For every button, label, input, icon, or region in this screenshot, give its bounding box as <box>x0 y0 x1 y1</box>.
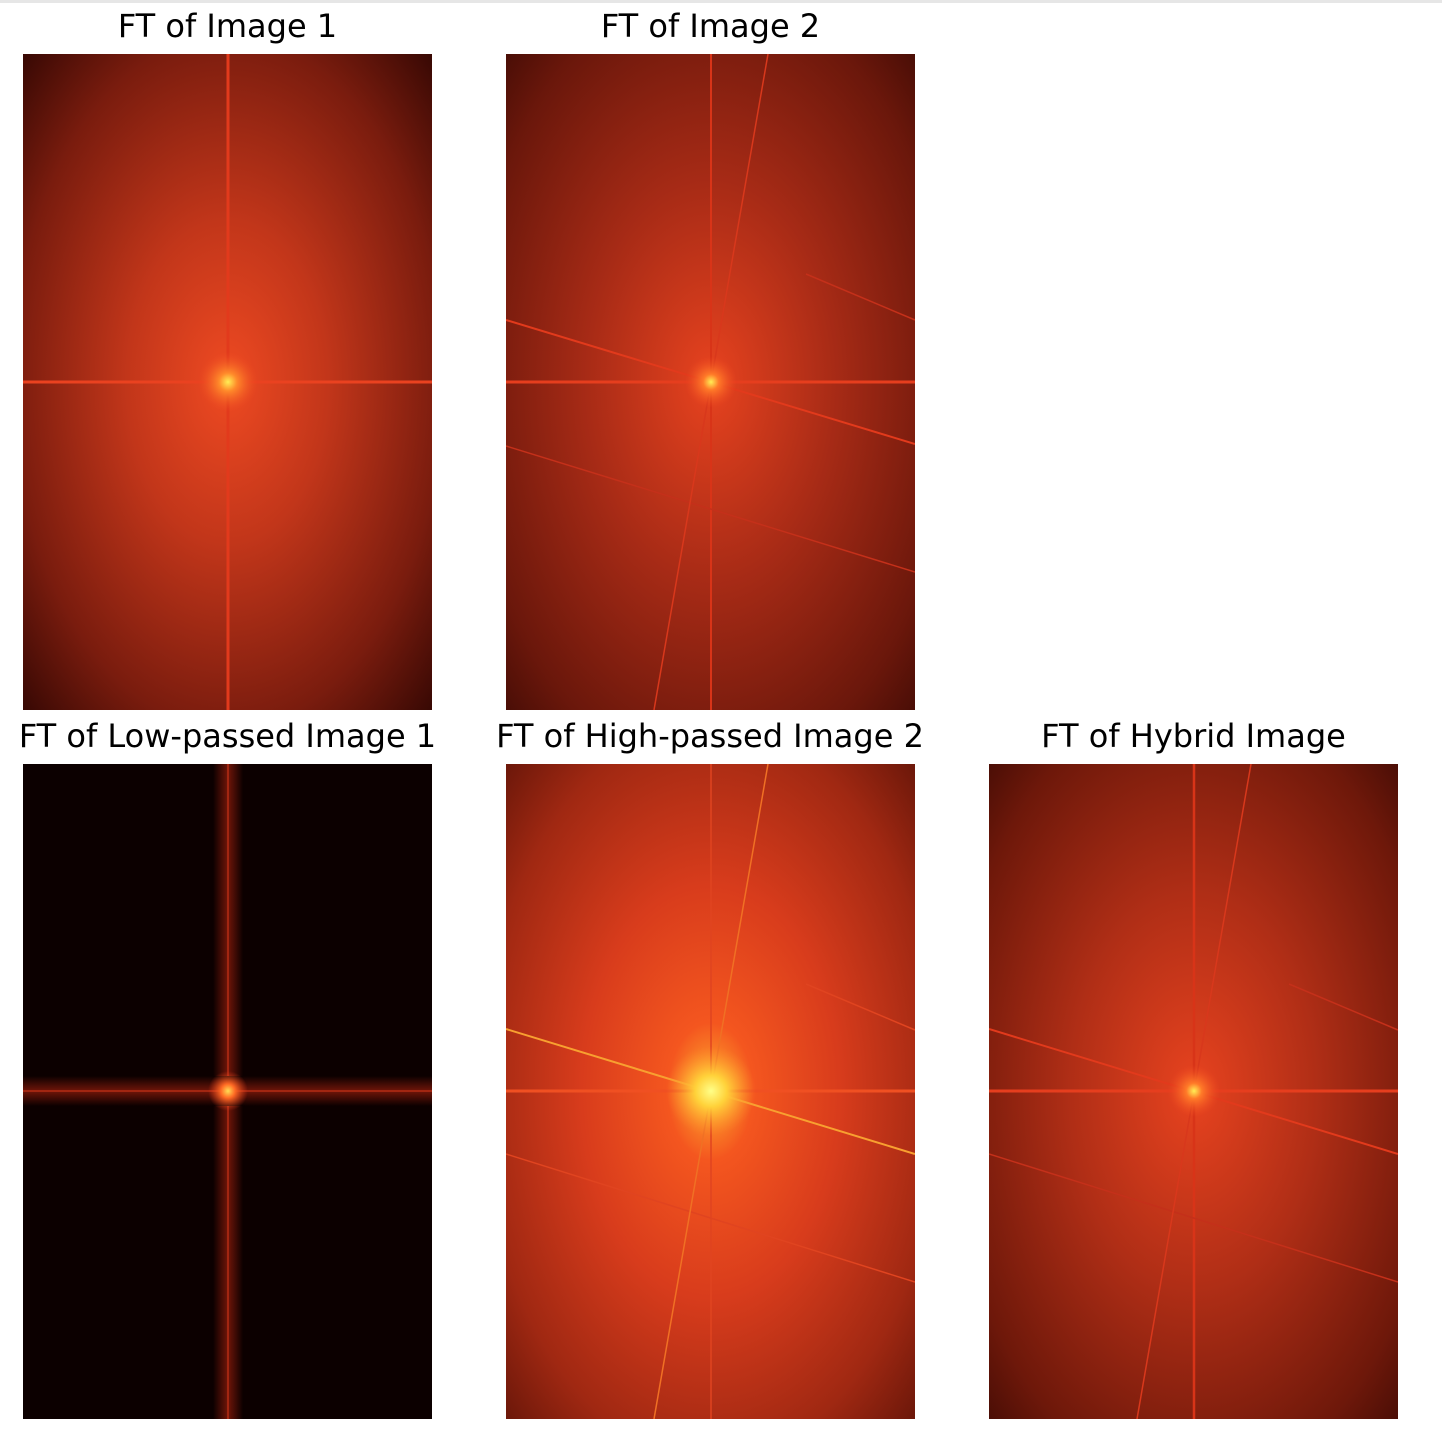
title-ft-image-2: FT of Image 2 <box>600 7 821 45</box>
title-ft-low-passed-image-1: FT of Low-passed Image 1 <box>18 717 437 755</box>
ft-high-passed-image-2-spectrum <box>506 764 915 1419</box>
title-ft-hybrid-image: FT of Hybrid Image <box>1041 717 1346 755</box>
top-divider <box>0 0 1442 3</box>
ft-image-2-spectrum <box>506 54 915 710</box>
title-ft-image-1: FT of Image 1 <box>117 7 338 45</box>
ft-low-passed-image-1-spectrum <box>23 764 432 1419</box>
ft-hybrid-image-spectrum <box>989 764 1398 1419</box>
title-ft-high-passed-image-2: FT of High-passed Image 2 <box>496 717 924 755</box>
ft-image-1-spectrum <box>23 54 432 710</box>
